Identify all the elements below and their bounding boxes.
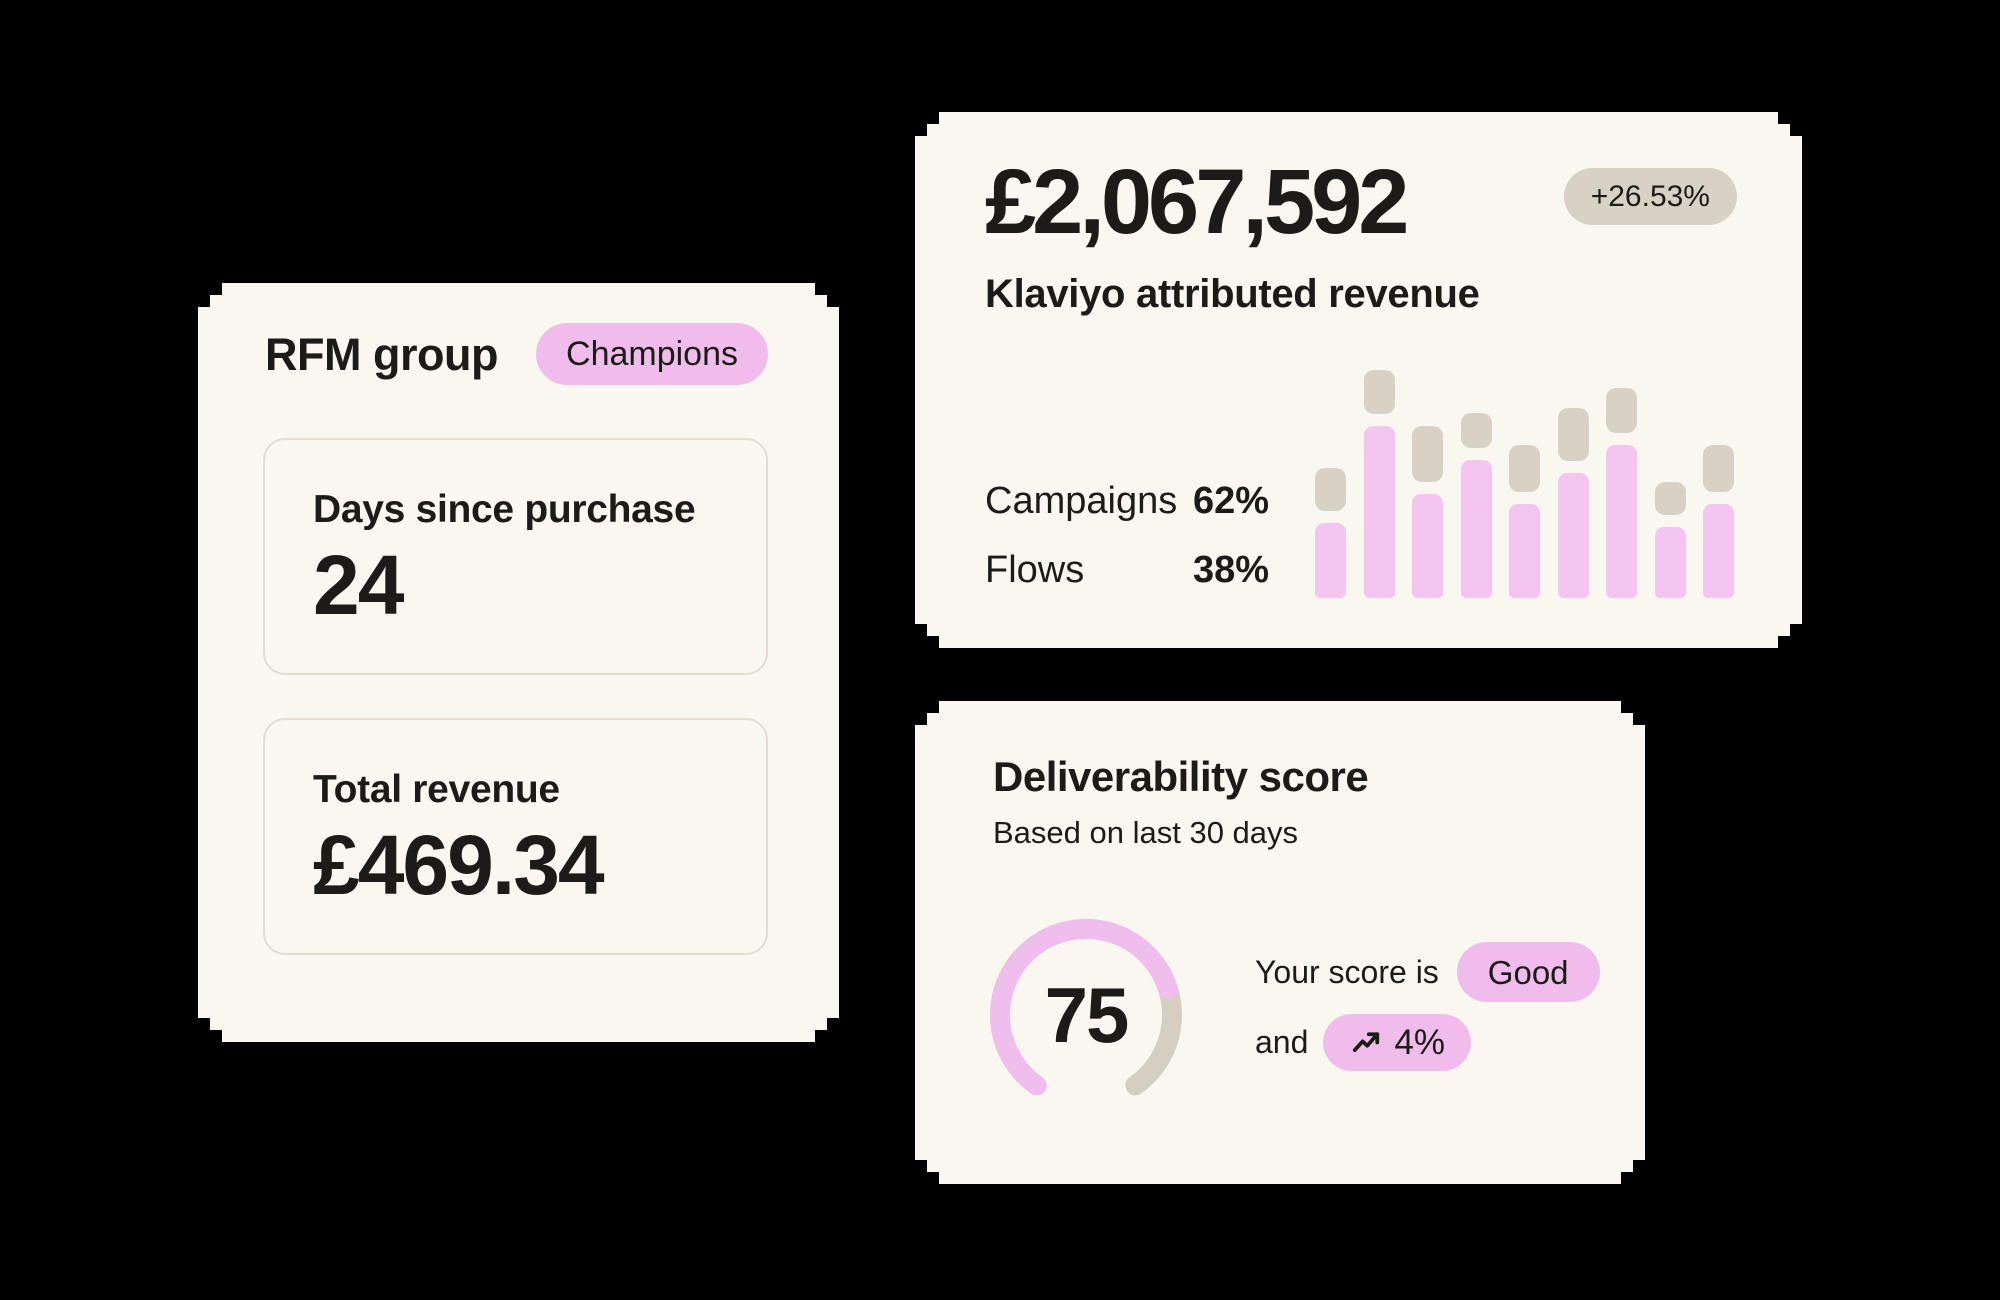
revenue-subtitle: Klaviyo attributed revenue xyxy=(985,272,1480,316)
revenue-bar xyxy=(1655,367,1686,598)
bar-segment-pink xyxy=(1655,527,1686,598)
deliverability-subtitle: Based on last 30 days xyxy=(993,815,1299,850)
legend-label: Campaigns xyxy=(985,480,1178,522)
legend-label: Flows xyxy=(985,549,1085,591)
bar-segment-beige xyxy=(1558,408,1589,461)
bar-segment-beige xyxy=(1606,388,1637,433)
revenue-change-badge: +26.53% xyxy=(1564,168,1737,225)
bar-segment-beige xyxy=(1412,426,1443,482)
legend-row-campaigns: Campaigns 62% xyxy=(985,482,1269,522)
revenue-bar xyxy=(1461,367,1492,598)
bar-segment-beige xyxy=(1655,482,1686,515)
days-since-purchase-box: Days since purchase 24 xyxy=(263,438,768,675)
revenue-bar xyxy=(1509,367,1540,598)
stat-value: £469.34 xyxy=(313,818,603,912)
gauge-arc xyxy=(986,915,1186,1115)
bar-segment-pink xyxy=(1412,494,1443,598)
revenue-bar xyxy=(1364,367,1395,598)
bar-segment-pink xyxy=(1703,504,1734,598)
bar-segment-pink xyxy=(1558,473,1589,598)
bar-segment-pink xyxy=(1509,504,1540,598)
revenue-bar xyxy=(1412,367,1443,598)
bar-segment-beige xyxy=(1315,468,1346,511)
legend-row-flows: Flows 38% xyxy=(985,551,1269,591)
bar-segment-pink xyxy=(1606,445,1637,598)
stat-label: Days since purchase xyxy=(313,488,696,531)
deliverability-gauge: 75 xyxy=(986,915,1186,1115)
revenue-bar-chart xyxy=(1315,367,1737,598)
rfm-card-header: RFM group Champions xyxy=(265,319,768,389)
rfm-card-title: RFM group xyxy=(265,328,498,380)
bar-segment-beige xyxy=(1364,370,1395,414)
revenue-bar xyxy=(1703,367,1734,598)
legend-value: 38% xyxy=(1193,549,1270,591)
bar-segment-beige xyxy=(1461,413,1492,448)
bar-segment-beige xyxy=(1509,445,1540,492)
bar-segment-pink xyxy=(1461,460,1492,598)
gauge-score-value: 75 xyxy=(1044,971,1128,1059)
bar-segment-pink xyxy=(1364,426,1395,598)
trend-value: 4% xyxy=(1394,1022,1445,1062)
rfm-group-badge: Champions xyxy=(536,323,768,385)
rfm-group-card: RFM group Champions Days since purchase … xyxy=(198,283,839,1042)
revenue-amount: £2,067,592 xyxy=(985,151,1406,253)
score-rating-row: Your score is Good xyxy=(1255,941,1600,1003)
legend-value: 62% xyxy=(1193,480,1270,522)
total-revenue-box: Total revenue £469.34 xyxy=(263,718,768,955)
trending-up-icon xyxy=(1349,1027,1383,1057)
revenue-bar xyxy=(1558,367,1589,598)
bar-segment-beige xyxy=(1703,445,1734,492)
revenue-bar xyxy=(1315,367,1346,598)
deliverability-title: Deliverability score xyxy=(993,753,1369,800)
score-rating-pill: Good xyxy=(1457,942,1600,1002)
revenue-bar xyxy=(1606,367,1637,598)
stat-value: 24 xyxy=(313,538,403,632)
deliverability-score-card: Deliverability score Based on last 30 da… xyxy=(915,701,1645,1184)
stat-label: Total revenue xyxy=(313,768,560,811)
score-trend-row: and 4% xyxy=(1255,1013,1471,1071)
attributed-revenue-card: £2,067,592 +26.53% Klaviyo attributed re… xyxy=(915,112,1802,648)
score-text-prefix: Your score is xyxy=(1255,954,1439,990)
score-trend-pill: 4% xyxy=(1323,1014,1471,1071)
bar-segment-pink xyxy=(1315,523,1346,598)
score-text-conjunction: and xyxy=(1255,1024,1309,1060)
